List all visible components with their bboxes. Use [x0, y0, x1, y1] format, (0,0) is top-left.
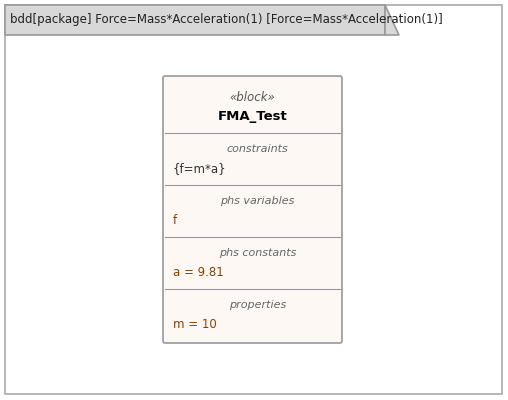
Text: f: f — [173, 214, 177, 227]
Text: constraints: constraints — [227, 144, 289, 154]
Text: FMA_Test: FMA_Test — [217, 110, 288, 123]
Text: phs constants: phs constants — [219, 248, 296, 258]
Text: a = 9.81: a = 9.81 — [173, 266, 224, 279]
Polygon shape — [385, 5, 399, 35]
FancyBboxPatch shape — [163, 76, 342, 343]
Text: «block»: «block» — [230, 91, 275, 104]
Text: phs variables: phs variables — [220, 196, 295, 206]
Text: {f=m*a}: {f=m*a} — [173, 162, 227, 175]
Bar — [5, 5, 385, 35]
Text: properties: properties — [229, 300, 286, 310]
Text: m = 10: m = 10 — [173, 318, 217, 331]
Text: bdd[package] Force=Mass*Acceleration(1) [Force=Mass*Acceleration(1)]: bdd[package] Force=Mass*Acceleration(1) … — [10, 14, 443, 26]
